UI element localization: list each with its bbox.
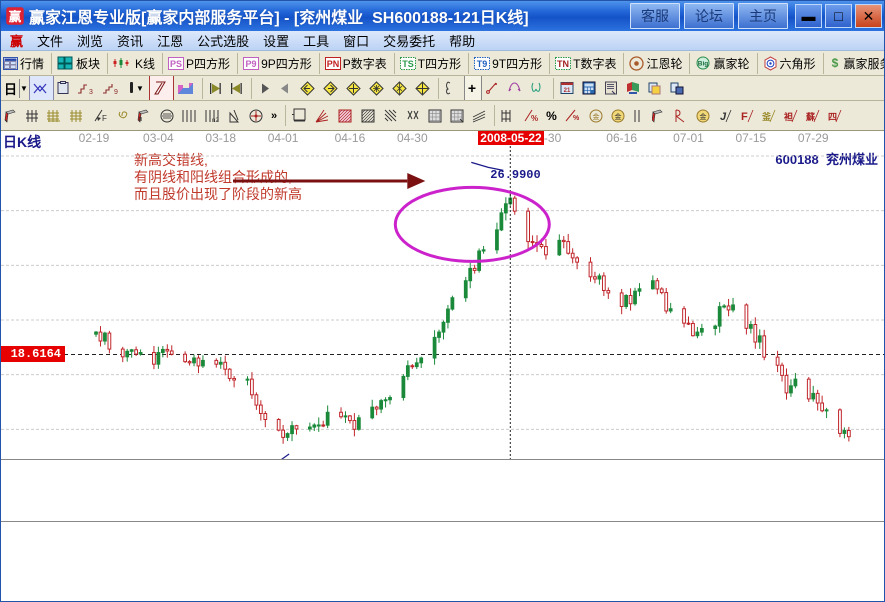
- svg-text:%: %: [573, 115, 580, 122]
- svg-text:F: F: [102, 114, 107, 123]
- svg-text:TN: TN: [557, 59, 569, 69]
- svg-text:9: 9: [114, 89, 118, 95]
- svg-text:PN: PN: [326, 59, 339, 69]
- svg-text:蘇: 蘇: [806, 111, 815, 122]
- svg-text:F: F: [741, 111, 748, 123]
- svg-text:n2: n2: [212, 118, 219, 123]
- svg-text:赢: 赢: [9, 9, 22, 24]
- svg-text:金: 金: [699, 112, 706, 121]
- svg-text:金: 金: [592, 112, 599, 121]
- svg-text:$: $: [831, 56, 838, 70]
- svg-text:3: 3: [89, 89, 93, 95]
- svg-text:T9: T9: [477, 59, 488, 69]
- svg-text:P9: P9: [246, 59, 257, 69]
- svg-text:Big: Big: [698, 61, 709, 68]
- svg-text:袒: 袒: [784, 111, 793, 122]
- svg-text:PS: PS: [170, 59, 182, 69]
- svg-text:四: 四: [828, 112, 837, 122]
- svg-text:金: 金: [614, 112, 621, 121]
- svg-text:TS: TS: [402, 59, 414, 69]
- svg-text:%: %: [531, 114, 538, 123]
- svg-text:21: 21: [564, 88, 571, 94]
